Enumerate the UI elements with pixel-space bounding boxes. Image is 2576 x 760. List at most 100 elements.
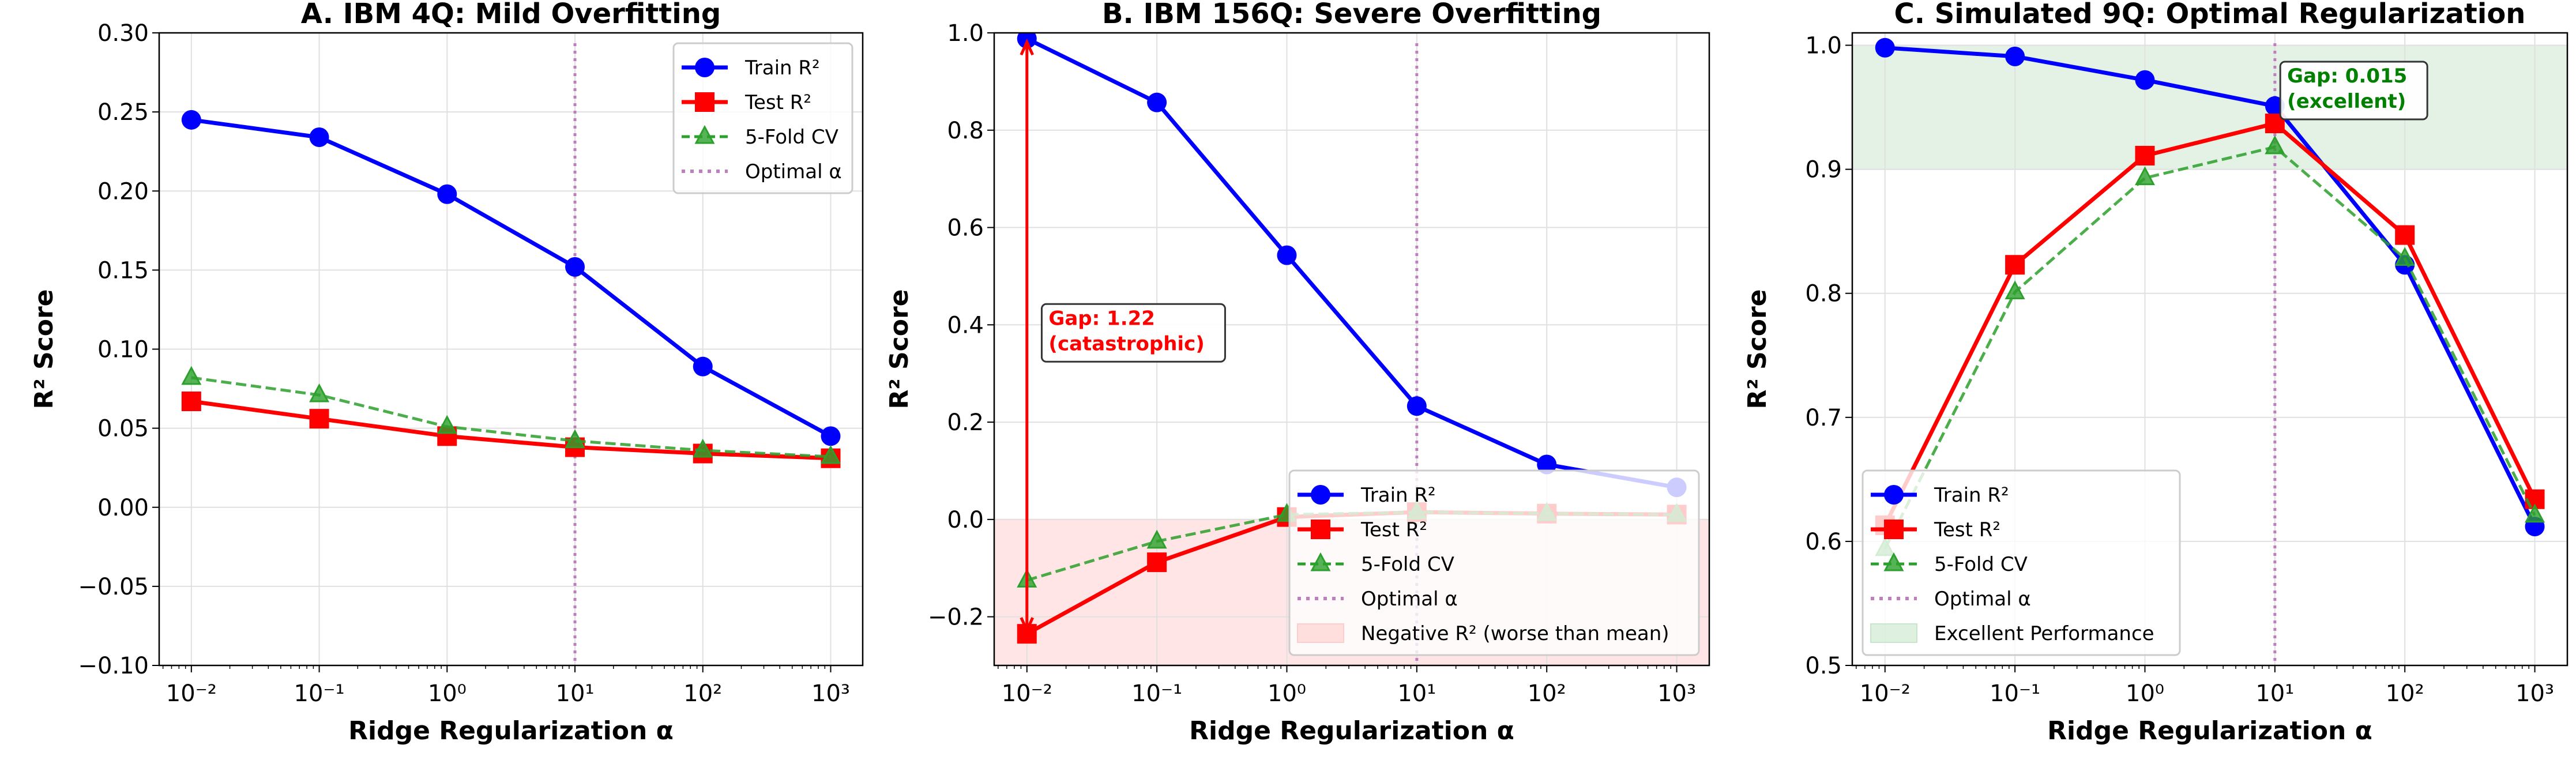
data-point-1 [2395,225,2415,245]
annotation-text: Gap: 1.22 [1048,307,1155,330]
y-tick-label: 0.10 [97,337,149,363]
data-point-1 [181,392,201,412]
x-tick-label: 10⁻¹ [294,680,345,707]
legend-item: Test R² [1871,518,2000,541]
legend-label: Train R² [744,57,820,80]
legend-label: Train R² [1360,484,1436,507]
legend-label: Train R² [1934,484,2009,507]
x-tick-label: 10⁻² [1860,680,1911,707]
legend-item: 5-Fold CV [682,125,838,149]
data-point-1 [309,409,329,429]
y-tick-label: 0.6 [1805,529,1842,555]
x-tick-label: 10⁰ [2126,680,2164,707]
series-line-2 [191,376,831,458]
y-axis-label: R² Score [885,289,914,409]
data-point-2 [2394,247,2415,266]
x-tick-label: 10² [2386,680,2424,707]
y-axis-label: R² Score [29,289,59,409]
legend-label: Optimal α [1934,588,2031,611]
x-tick-label: 10¹ [2255,680,2294,707]
x-tick-label: 10⁻¹ [1131,680,1182,707]
data-point-0 [1277,245,1297,265]
data-point-2 [309,383,330,402]
y-tick-label: 1.0 [947,20,984,47]
x-tick-label: 10² [1528,680,1566,707]
data-point-2 [437,415,457,434]
legend-item: Optimal α [1298,588,1458,611]
data-point-2 [1146,529,1167,549]
legend-swatch [1297,623,1344,643]
data-point-2 [2005,280,2025,300]
chart-title: B. IBM 156Q: Severe Overfitting [1102,0,1601,30]
data-point-2 [565,429,585,449]
data-point-0 [437,184,457,204]
data-point-1 [2005,255,2025,275]
y-tick-label: −0.2 [928,604,984,631]
legend-box [672,42,853,194]
y-tick-label: 0.7 [1805,405,1842,431]
legend-item: Test R² [1298,518,1427,541]
data-point-0 [1537,454,1557,475]
data-point-2 [181,366,202,385]
legend-item: Train R² [1871,484,2009,507]
y-tick-label: 0.5 [1805,653,1842,679]
x-axis-label: Ridge Regularization α [348,716,674,746]
y-tick-label: −0.10 [78,653,149,679]
annotation-text: (excellent) [2287,90,2406,113]
series-line-2 [1883,145,2536,550]
data-point-0 [1875,37,1895,58]
data-point-0 [1407,396,1427,416]
legend-item: Optimal α [1871,588,2031,611]
legend-marker-icon [1311,485,1330,505]
legend: Train R² Test R² 5-Fold CV Optimal α Excelle… [1862,469,2181,656]
y-tick-label: −0.05 [78,574,149,600]
x-tick-label: 10⁰ [1268,680,1306,707]
annotation-box [1040,303,1226,363]
legend-marker-icon [1310,552,1331,571]
y-tick-label: 0.2 [947,409,984,436]
legend-item: Negative R² (worse than mean) [1297,622,1669,645]
x-axis-label: Ridge Regularization α [2047,716,2372,746]
data-point-2 [2134,166,2155,186]
y-tick-label: 0.6 [947,215,984,242]
legend-label: Excellent Performance [1934,622,2154,645]
legend-marker-icon [1884,485,1904,505]
legend-marker-icon [694,125,715,144]
y-axis-label: R² Score [1743,289,1772,409]
legend-label: Test R² [1934,518,2000,541]
y-tick-label: 1.0 [1805,33,1842,59]
legend-item: Test R² [682,91,811,114]
arrow-head-top [1020,39,1035,56]
legend-item: Train R² [1298,484,1436,507]
arrow-head-bottom [1020,617,1035,634]
series-line-1 [1883,121,2537,526]
x-tick-label: 10¹ [1397,680,1436,707]
data-point-0 [565,257,585,277]
data-point-1 [1147,552,1167,573]
legend-marker-icon [695,92,714,112]
x-axis-label: Ridge Regularization α [1189,716,1514,746]
data-point-0 [2135,70,2155,90]
legend-label: Optimal α [745,160,842,183]
panel-b: Gap: 1.22(catastrophic) 10⁻² 10⁻¹ 10⁰ 10¹ 10²… [885,0,1710,746]
legend-swatch [1870,623,1917,643]
series-line-0 [1026,36,1678,490]
axes-frame [993,32,1710,667]
data-point-0 [181,110,201,130]
y-tick-label: 0.00 [97,495,149,521]
y-tick-label: 0.8 [1805,281,1842,307]
x-tick-label: 10¹ [556,680,595,707]
legend: Train R² Test R² 5-Fold CV Optimal α [672,42,853,194]
legend-item: Excellent Performance [1870,622,2154,645]
annotation-box [2279,61,2428,121]
series-line-0 [1885,46,2537,528]
x-tick-label: 10³ [2515,680,2554,707]
legend-label: Negative R² (worse than mean) [1361,622,1669,645]
data-point-0 [2005,46,2025,66]
y-tick-label: 0.15 [97,257,149,284]
x-tick-label: 10⁻² [166,680,217,707]
legend-box [1288,469,1700,656]
panel-c: Gap: 0.015(excellent) 10⁻² 10⁻¹ 10⁰ 10¹ 10² 10… [1743,0,2569,746]
axes-frame [1851,32,2569,667]
